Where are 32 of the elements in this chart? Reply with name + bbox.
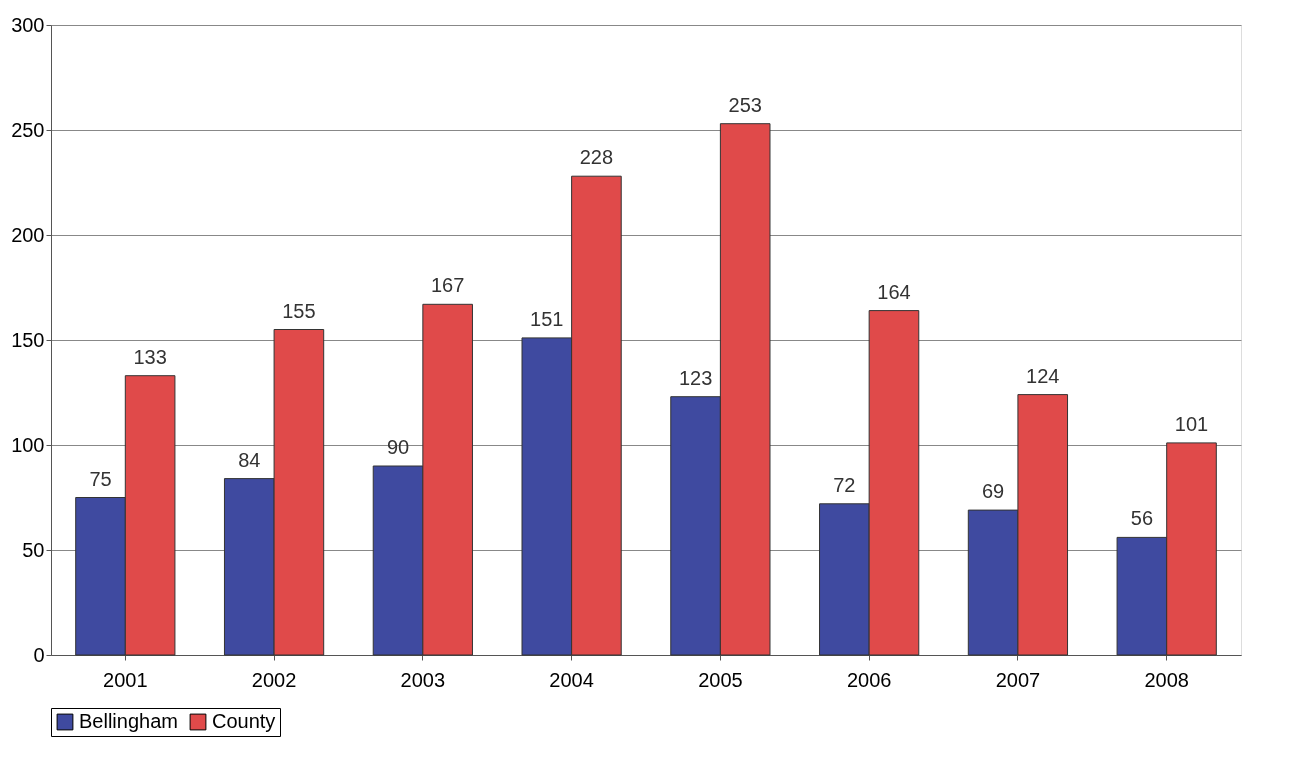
y-tick-label: 50: [22, 538, 45, 561]
data-label: 124: [1026, 364, 1060, 387]
x-tick-label: 2006: [846, 668, 892, 691]
data-label: 253: [728, 93, 762, 116]
y-tick-label: 300: [11, 13, 45, 36]
y-tick-label: 200: [11, 223, 45, 246]
data-label: 75: [89, 467, 112, 490]
data-label: 101: [1174, 412, 1209, 435]
data-label: 84: [238, 448, 261, 471]
x-tick-label: 2007: [995, 668, 1041, 691]
data-label: 151: [530, 307, 564, 330]
data-label: 72: [833, 473, 856, 496]
data-label: 133: [133, 345, 167, 368]
data-label: 69: [981, 480, 1005, 503]
x-tick-label: 2001: [103, 668, 148, 691]
data-label: 164: [877, 280, 911, 303]
x-tick-label: 2004: [549, 668, 594, 691]
legend-label: County: [212, 710, 276, 732]
y-tick-label: 150: [11, 328, 45, 351]
data-label: 123: [678, 366, 713, 389]
data-label: 56: [1130, 507, 1154, 530]
data-label: 228: [579, 146, 614, 169]
y-tick-label: 0: [33, 643, 45, 666]
y-tick-label: 250: [11, 118, 45, 141]
data-label: 167: [430, 274, 465, 297]
data-label: 155: [282, 299, 316, 322]
y-tick-label: 100: [11, 433, 45, 456]
x-tick-label: 2003: [400, 668, 446, 691]
x-tick-label: 2008: [1144, 668, 1189, 691]
legend-label: Bellingham: [79, 710, 178, 732]
x-tick-label: 2002: [251, 668, 297, 691]
x-tick-label: 2005: [698, 668, 743, 691]
